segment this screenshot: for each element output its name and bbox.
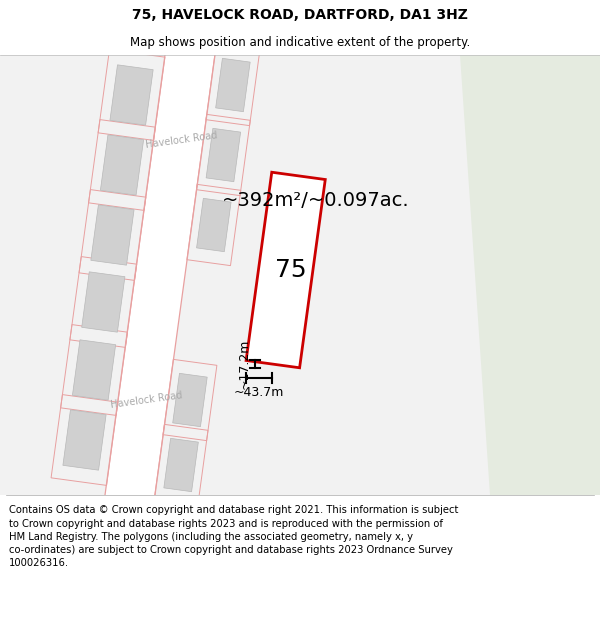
Polygon shape [91, 205, 134, 265]
Polygon shape [206, 128, 241, 182]
Polygon shape [460, 55, 600, 495]
Text: Contains OS data © Crown copyright and database right 2021. This information is : Contains OS data © Crown copyright and d… [9, 506, 458, 568]
Text: ~392m²/~0.097ac.: ~392m²/~0.097ac. [222, 191, 409, 209]
Text: Map shows position and indicative extent of the property.: Map shows position and indicative extent… [130, 36, 470, 49]
Polygon shape [100, 135, 143, 195]
Text: Havelock Road: Havelock Road [145, 130, 218, 150]
Text: ~43.7m: ~43.7m [234, 386, 284, 399]
Polygon shape [63, 410, 106, 470]
Polygon shape [82, 272, 125, 332]
Text: 75, HAVELOCK ROAD, DARTFORD, DA1 3HZ: 75, HAVELOCK ROAD, DARTFORD, DA1 3HZ [132, 8, 468, 22]
Text: ~17.2m: ~17.2m [238, 339, 251, 389]
Polygon shape [197, 198, 231, 252]
Polygon shape [173, 373, 207, 427]
Polygon shape [215, 58, 250, 112]
Text: Havelock Road: Havelock Road [109, 390, 182, 410]
Text: 75: 75 [275, 258, 307, 282]
Polygon shape [105, 55, 215, 495]
Polygon shape [110, 65, 153, 125]
Polygon shape [164, 438, 199, 492]
Polygon shape [246, 173, 325, 368]
Polygon shape [73, 340, 116, 400]
